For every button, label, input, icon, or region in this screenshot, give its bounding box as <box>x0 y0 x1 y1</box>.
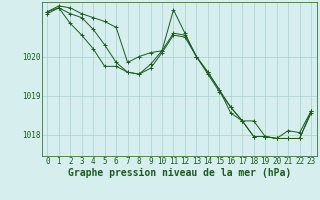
X-axis label: Graphe pression niveau de la mer (hPa): Graphe pression niveau de la mer (hPa) <box>68 168 291 178</box>
